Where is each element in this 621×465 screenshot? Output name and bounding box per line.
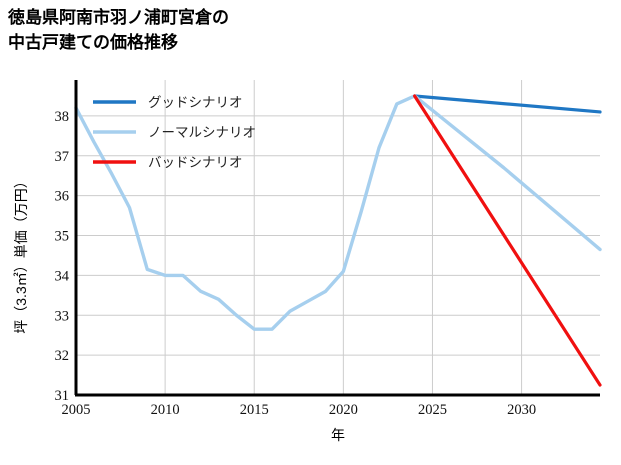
y-tick-label: 31	[55, 388, 70, 404]
axes-layer	[74, 80, 600, 397]
y-tick-label: 35	[55, 229, 70, 245]
legend-label: ノーマルシナリオ	[148, 125, 256, 140]
legend-label: グッドシナリオ	[148, 95, 243, 110]
chart-title-line2: 中古戸建ての価格推移	[8, 32, 178, 52]
x-tick-label: 2030	[507, 402, 536, 418]
series-line	[74, 94, 602, 331]
gridlines	[75, 80, 600, 396]
y-axis-title: 坪（3.3㎡）単価（万円）	[13, 174, 29, 333]
x-tick-label: 2010	[151, 402, 180, 418]
legend-label: バッドシナリオ	[148, 155, 243, 170]
chart-title: 徳島県阿南市羽ノ浦町宮倉の 中古戸建ての価格推移	[8, 6, 428, 55]
chart-title-line1: 徳島県阿南市羽ノ浦町宮倉の	[8, 8, 229, 27]
series-line	[413, 94, 602, 114]
x-axis-title: 年	[331, 427, 345, 443]
y-tick-label: 33	[55, 308, 70, 324]
y-tick-label: 37	[55, 149, 70, 165]
x-tick-label: 2025	[418, 402, 447, 418]
series-layer	[74, 94, 602, 387]
x-tick-label: 2020	[329, 402, 358, 418]
x-tick-label: 2005	[62, 402, 91, 418]
y-tick-label: 38	[55, 109, 70, 125]
series-line	[413, 94, 602, 387]
x-tick-label: 2015	[240, 402, 269, 418]
y-tick-label: 36	[55, 189, 70, 205]
axis-titles-layer: 年 坪（3.3㎡）単価（万円）	[13, 174, 345, 443]
tick-labels-layer: 31 32 33 34 35 36 37 38 2005 2010 2015 2020 2025 2030	[55, 109, 537, 418]
y-tick-label: 32	[55, 348, 70, 364]
y-tick-label: 34	[55, 268, 70, 284]
